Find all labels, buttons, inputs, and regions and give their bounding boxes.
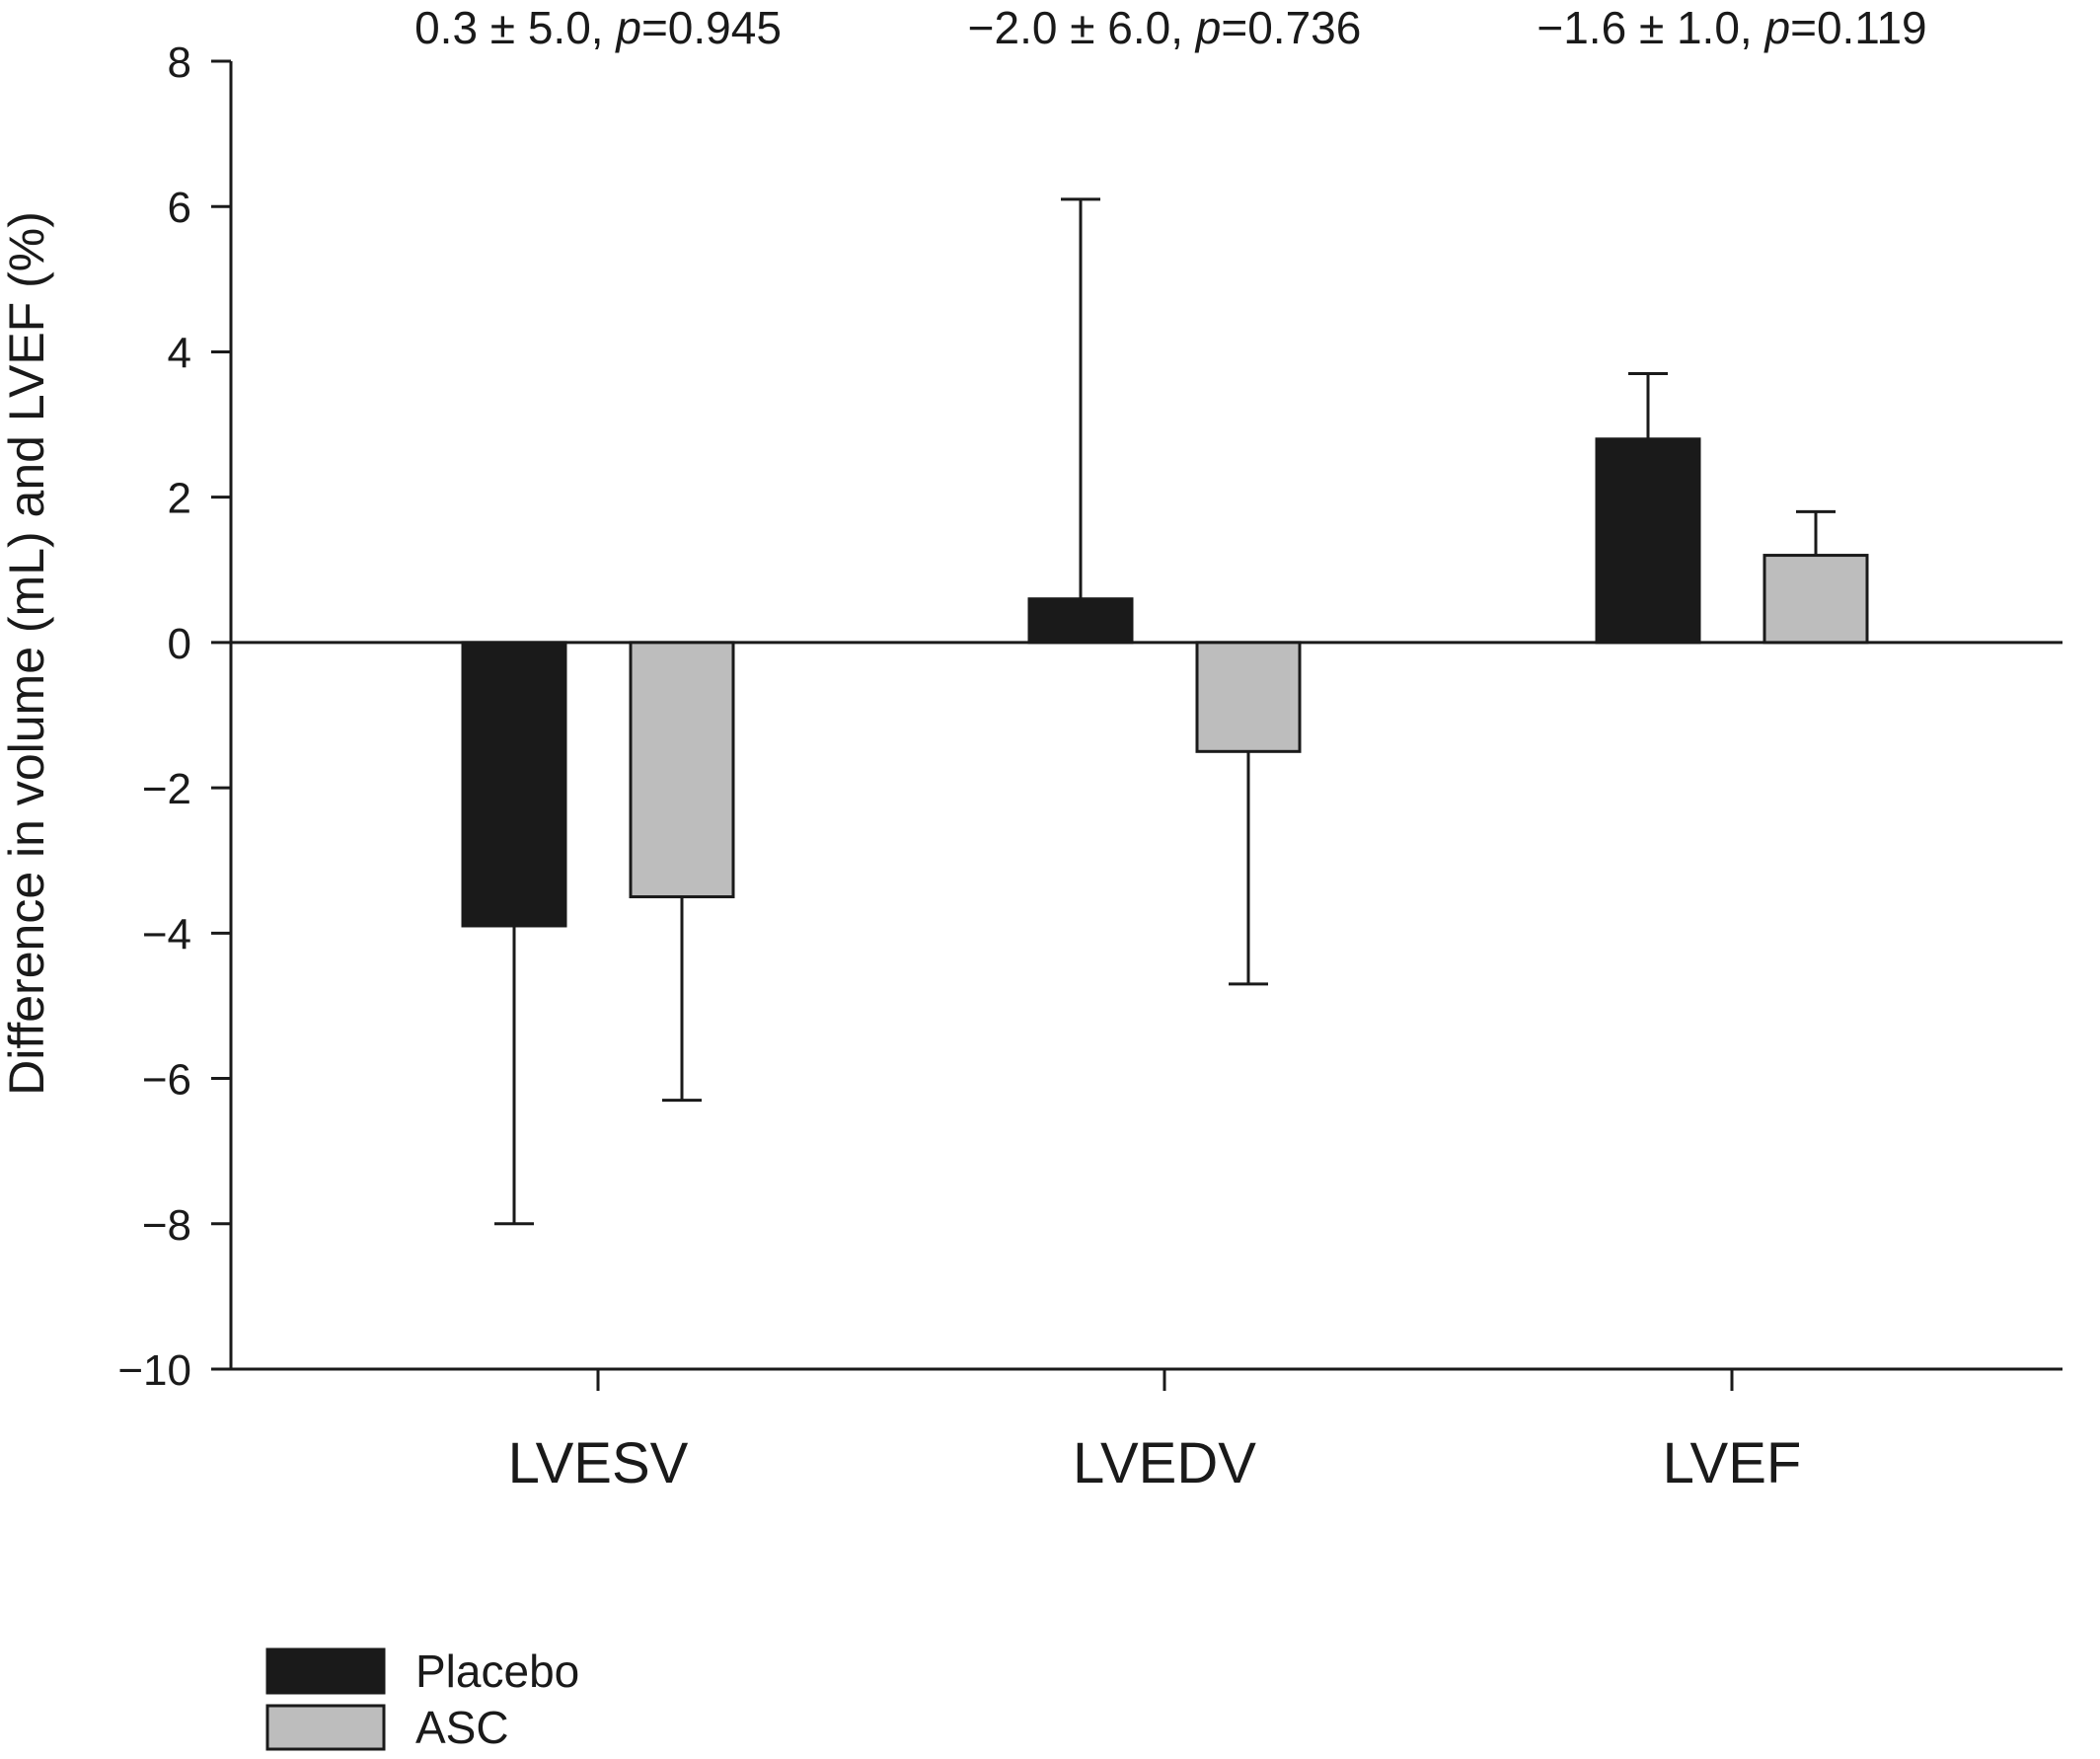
- y-tick-label: −4: [142, 910, 191, 958]
- annotation: −2.0 ± 6.0, p=0.736: [968, 2, 1362, 53]
- x-tick-label: LVEDV: [1073, 1431, 1256, 1495]
- bar: [629, 641, 735, 899]
- x-tick-label: LVESV: [508, 1431, 689, 1495]
- y-tick-label: 8: [168, 38, 191, 87]
- y-tick-label: −6: [142, 1056, 191, 1105]
- error-bars: [494, 197, 1836, 1226]
- y-axis: −10 −8 −6 −4 −2 0 2 4 6 8: [117, 38, 233, 1395]
- y-tick-label: 2: [168, 475, 191, 523]
- bar: [461, 641, 567, 928]
- annotations: 0.3 ± 5.0, p=0.945 −2.0 ± 6.0, p=0.736 −1.…: [414, 2, 1927, 53]
- annotation: −1.6 ± 1.0, p=0.119: [1537, 2, 1926, 53]
- legend-swatch: [265, 1704, 386, 1751]
- y-axis-label: Difference in volume (mL) and LVEF (%): [0, 211, 54, 1096]
- y-tick-label: −10: [117, 1346, 191, 1395]
- legend-label: ASC: [415, 1702, 509, 1753]
- y-tick-label: −2: [142, 765, 191, 813]
- bars: [461, 437, 1869, 928]
- y-tick-label: 6: [168, 184, 191, 232]
- bar: [1027, 597, 1134, 645]
- y-tick-label: 0: [168, 620, 191, 668]
- bar: [1195, 641, 1302, 753]
- legend-swatch: [265, 1647, 386, 1695]
- legend-label: Placebo: [415, 1645, 579, 1697]
- x-axis: LVESV LVEDV LVEF: [231, 641, 2062, 1495]
- y-tick-label: −8: [142, 1201, 191, 1250]
- bar: [1595, 437, 1701, 645]
- bar: [1762, 554, 1869, 645]
- x-tick-label: LVEF: [1663, 1431, 1802, 1495]
- y-tick-label: 4: [168, 329, 191, 377]
- annotation: 0.3 ± 5.0, p=0.945: [414, 2, 782, 53]
